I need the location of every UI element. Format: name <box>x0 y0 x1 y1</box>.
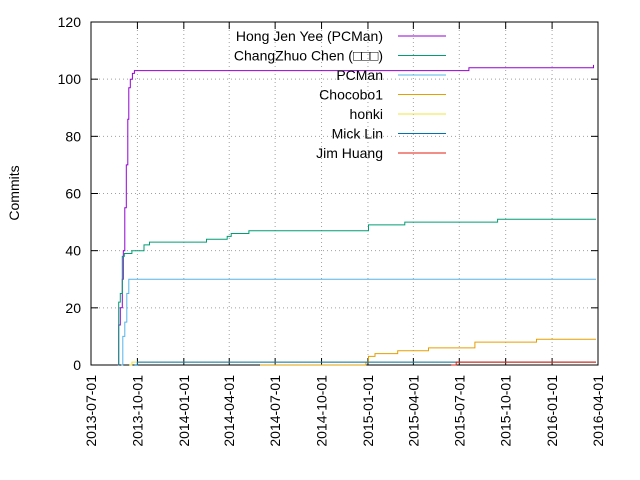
y-tick-label: 40 <box>65 243 81 259</box>
y-tick-label: 20 <box>65 300 81 316</box>
series-line-2 <box>118 218 596 366</box>
legend-label: Hong Jen Yee (PCMan) <box>236 28 383 44</box>
x-tick-label: 2014-07-01 <box>267 375 283 447</box>
y-axis-label: Commits <box>6 165 22 220</box>
legend-label: Jim Huang <box>316 145 383 161</box>
legend: Hong Jen Yee (PCMan) ChangZhuo Chen (□□□)… <box>234 28 446 161</box>
legend-label: Chocobo1 <box>319 87 383 103</box>
x-tick-label: 2015-04-01 <box>405 375 421 447</box>
y-tick-label: 60 <box>65 186 81 202</box>
legend-label: Mick Lin <box>332 126 383 142</box>
x-tick-label: 2014-04-01 <box>221 375 237 447</box>
x-tick-label: 2013-07-01 <box>83 375 99 447</box>
axis-layer: 0 20 40 60 80 100 120 2013-07-01 2013-10-01 2014-… <box>58 14 606 447</box>
series-line-4 <box>260 338 596 366</box>
legend-label: ChangZhuo Chen (□□□) <box>234 48 383 64</box>
y-tick-label: 80 <box>65 128 81 144</box>
series-line-7 <box>451 361 596 366</box>
series-line-3 <box>121 278 596 366</box>
y-tick-label: 0 <box>73 357 81 373</box>
x-tick-label: 2013-10-01 <box>129 375 145 447</box>
x-tick-label: 2015-07-01 <box>451 375 467 447</box>
series-line-6 <box>134 361 596 366</box>
legend-label: PCMan <box>336 67 383 83</box>
y-tick-label: 100 <box>58 71 82 87</box>
x-tick-label: 2015-10-01 <box>498 375 514 447</box>
x-tick-label: 2014-10-01 <box>314 375 330 447</box>
series-layer <box>117 64 596 366</box>
x-tick-label: 2014-01-01 <box>176 375 192 447</box>
x-tick-label: 2015-01-01 <box>360 375 376 447</box>
series-line-1 <box>117 64 594 366</box>
x-tick-label: 2016-04-01 <box>590 375 606 447</box>
legend-label: honki <box>350 106 383 122</box>
y-tick-label: 120 <box>58 14 82 30</box>
grid-layer <box>91 22 598 365</box>
x-tick-label: 2016-01-01 <box>544 375 560 447</box>
